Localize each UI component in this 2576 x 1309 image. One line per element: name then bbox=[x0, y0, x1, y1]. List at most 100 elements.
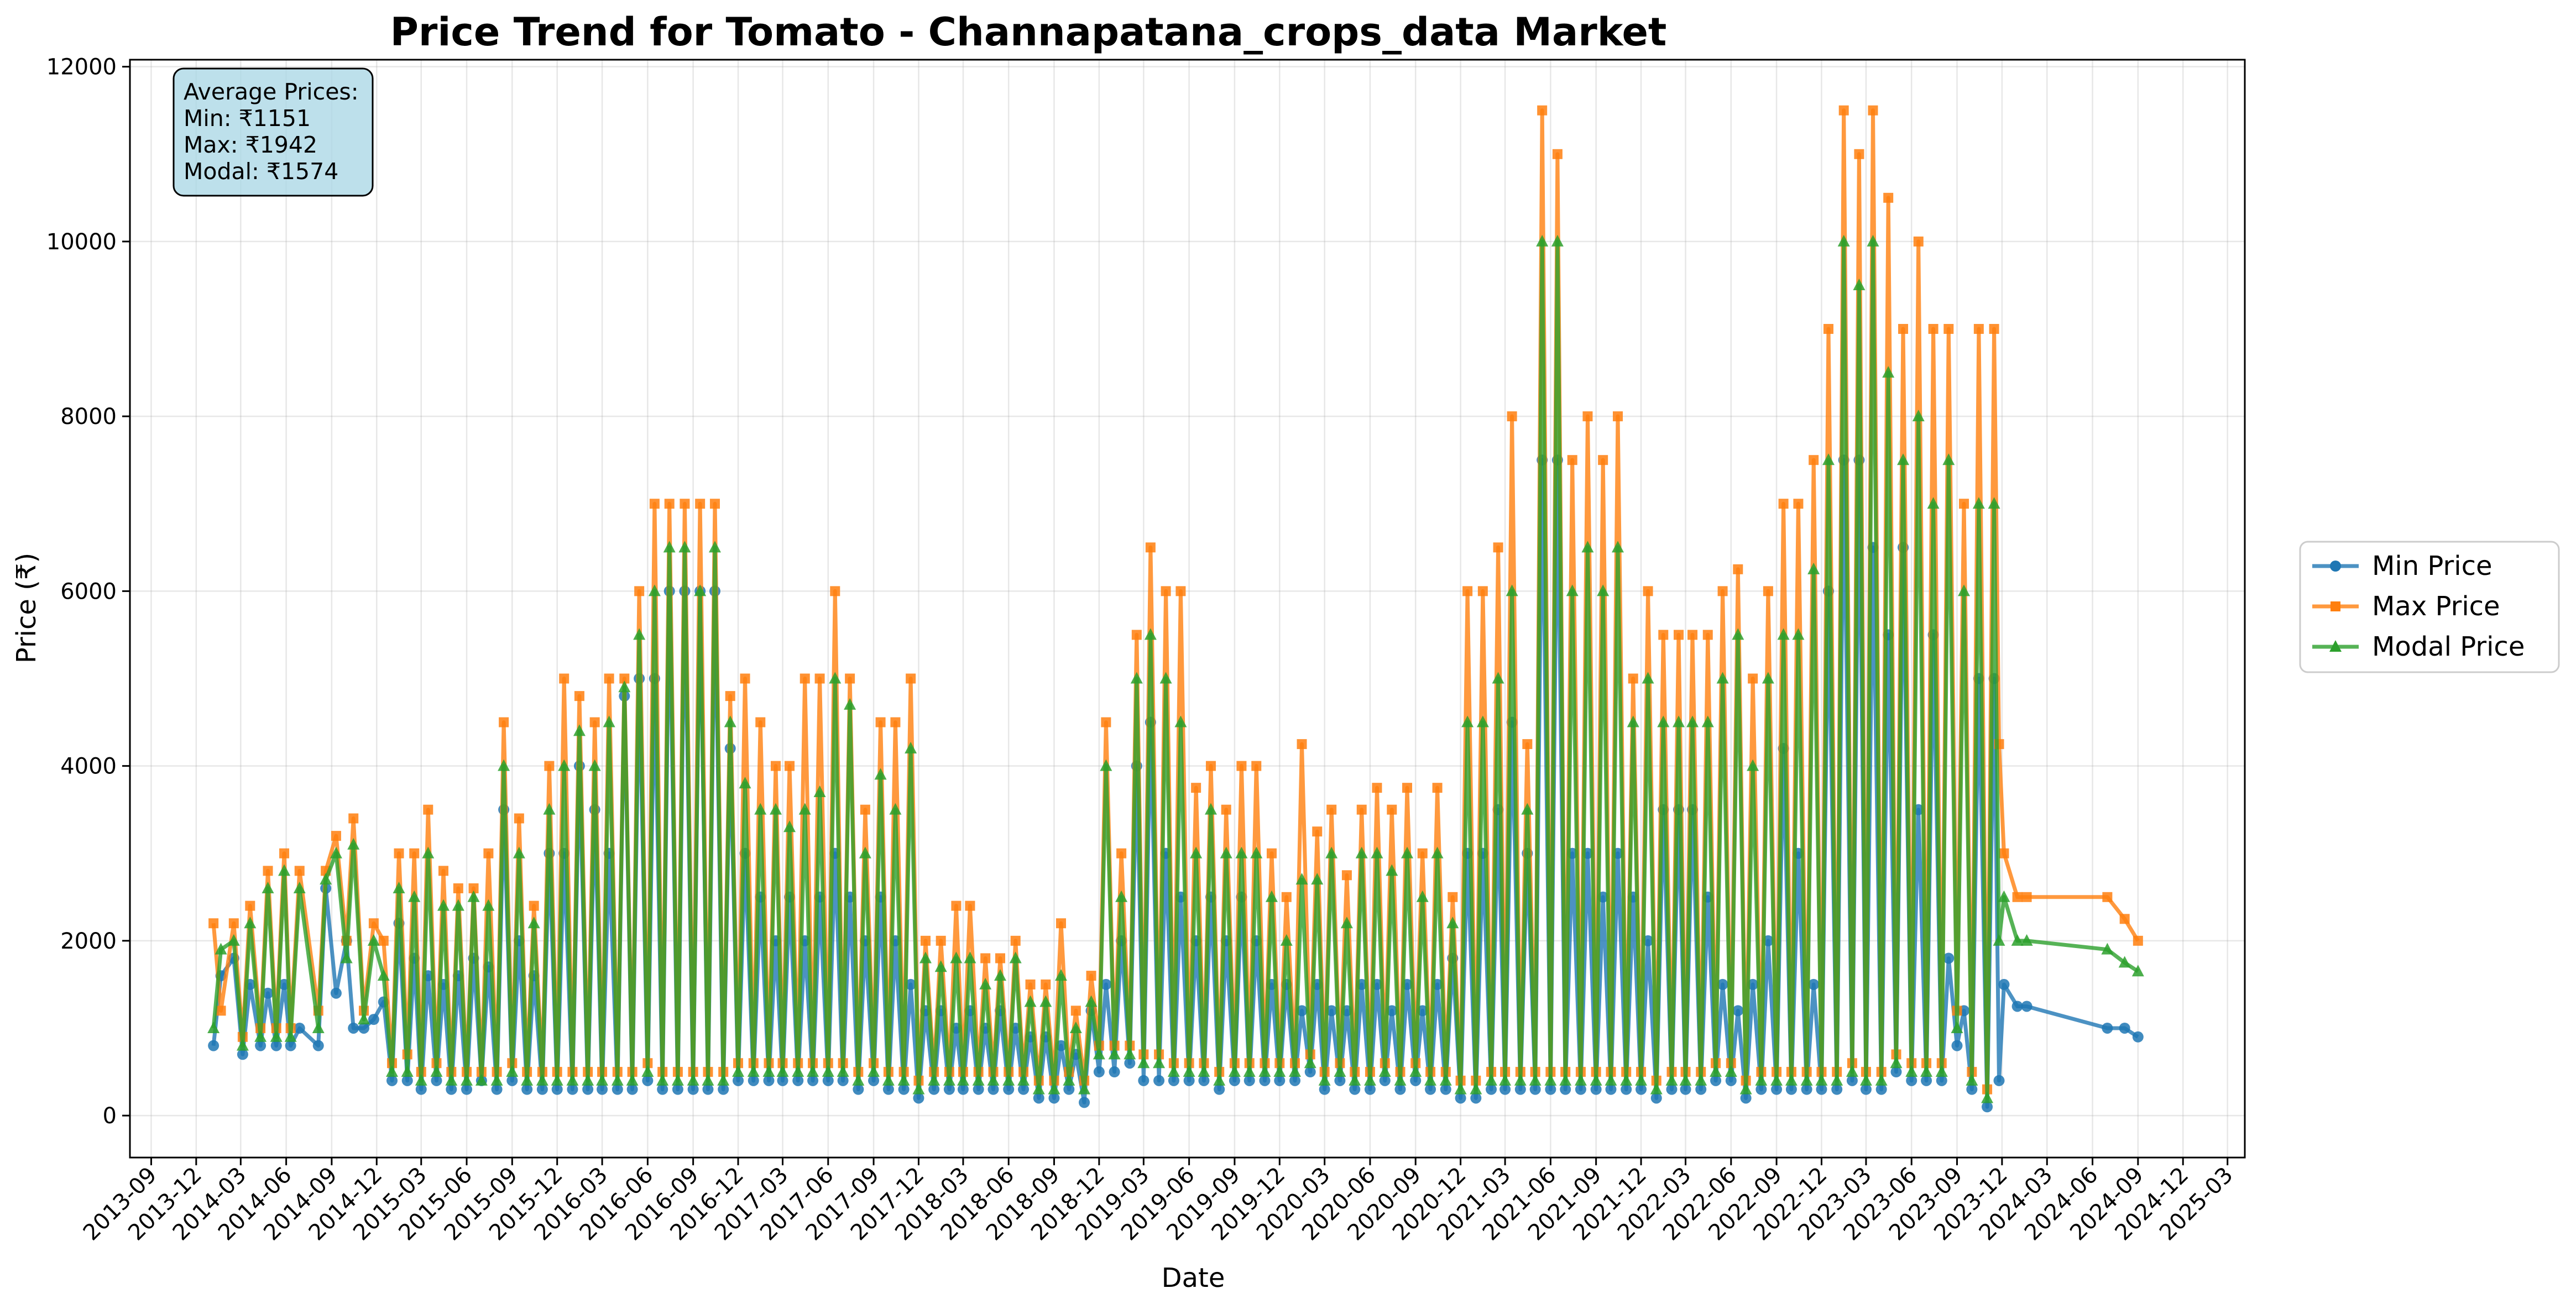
max-price-point bbox=[1883, 192, 1894, 203]
max-price-point bbox=[1567, 455, 1577, 465]
modal-price-point bbox=[1529, 1074, 1542, 1086]
max-price-point bbox=[1131, 630, 1142, 640]
min-price-point bbox=[1386, 1005, 1398, 1017]
min-price-point bbox=[748, 1075, 759, 1086]
modal-price-point bbox=[1002, 1074, 1015, 1086]
modal-price-point bbox=[934, 960, 947, 972]
modal-price-point bbox=[1679, 1074, 1692, 1086]
y-tick-label: 2000 bbox=[60, 929, 117, 954]
modal-price-point bbox=[1159, 672, 1172, 684]
modal-price-point bbox=[972, 1074, 985, 1086]
min-price-point bbox=[1079, 1097, 1090, 1108]
modal-price-point bbox=[1009, 951, 1022, 964]
max-price-point bbox=[1763, 586, 1773, 596]
modal-price-point bbox=[1250, 846, 1263, 858]
modal-price-point bbox=[1686, 715, 1699, 727]
min-price-point bbox=[1364, 1083, 1376, 1095]
modal-price-point bbox=[1958, 584, 1971, 596]
min-price-point bbox=[285, 1040, 296, 1051]
modal-price-point bbox=[1536, 234, 1549, 247]
modal-price-point bbox=[482, 899, 495, 911]
max-price-point bbox=[453, 883, 463, 893]
modal-price-point bbox=[596, 1074, 609, 1086]
max-price-point bbox=[409, 848, 420, 858]
min-price-point bbox=[431, 1075, 442, 1086]
min-price-point bbox=[1455, 1092, 1466, 1104]
modal-price-point bbox=[897, 1074, 910, 1086]
modal-price-point bbox=[1280, 934, 1293, 946]
modal-price-point bbox=[882, 1074, 895, 1086]
max-price-point bbox=[378, 935, 389, 946]
max-price-point bbox=[951, 900, 962, 911]
modal-price-point bbox=[1506, 584, 1518, 596]
min-price-point bbox=[1093, 1066, 1105, 1078]
min-price-point bbox=[1982, 1101, 1993, 1113]
max-price-point bbox=[814, 673, 825, 684]
modal-price-point bbox=[1069, 1021, 1082, 1033]
modal-price-point bbox=[1446, 917, 1459, 929]
y-tick-label: 12000 bbox=[46, 55, 117, 80]
modal-price-point bbox=[1386, 864, 1398, 876]
modal-price-point bbox=[1363, 1074, 1376, 1086]
modal-price-point bbox=[641, 1065, 654, 1077]
max-price-point bbox=[348, 813, 359, 824]
modal-price-point bbox=[1853, 278, 1866, 290]
average-prices-heading: Average Prices: bbox=[184, 78, 359, 105]
max-price-point bbox=[1161, 586, 1171, 596]
modal-price-point bbox=[1665, 1074, 1678, 1086]
max-price-point bbox=[1356, 804, 1367, 815]
modal-price-point bbox=[2011, 934, 2024, 946]
max-price-point bbox=[980, 953, 991, 964]
max-price-point bbox=[906, 673, 916, 684]
modal-price-point bbox=[1340, 917, 1353, 929]
min-price-point bbox=[837, 1075, 849, 1086]
modal-price-point bbox=[611, 1074, 624, 1086]
min-price-point bbox=[1319, 1083, 1330, 1095]
modal-price-point bbox=[1289, 1065, 1302, 1077]
max-price-point bbox=[1432, 783, 1443, 793]
modal-price-point bbox=[868, 1065, 880, 1077]
min-price-point bbox=[1033, 1092, 1044, 1104]
min-price-point bbox=[1666, 1083, 1678, 1095]
min-price-point bbox=[792, 1075, 804, 1086]
modal-price-point bbox=[618, 680, 631, 693]
max-price-point bbox=[1717, 586, 1728, 596]
chart-title: Price Trend for Tomato - Channapatana_cr… bbox=[390, 9, 1667, 55]
modal-price-point bbox=[1334, 1065, 1346, 1077]
max-price-point bbox=[1959, 499, 1969, 509]
modal-price-point bbox=[1174, 715, 1187, 727]
modal-price-point bbox=[543, 803, 556, 815]
modal-price-point bbox=[1612, 541, 1624, 553]
modal-price-point bbox=[1100, 759, 1112, 771]
modal-price-point bbox=[783, 820, 796, 832]
modal-price-point bbox=[964, 951, 976, 964]
modal-price-point bbox=[527, 917, 540, 929]
min-price-point bbox=[1801, 1083, 1812, 1095]
modal-price-point bbox=[1265, 890, 1278, 902]
modal-price-point bbox=[408, 890, 421, 902]
max-price-point bbox=[2021, 892, 2032, 902]
max-price-point bbox=[1341, 870, 1352, 881]
max-price-point bbox=[1251, 761, 1262, 771]
min-price-point bbox=[657, 1083, 668, 1095]
modal-price-point bbox=[1846, 1065, 1858, 1077]
modal-price-point bbox=[663, 541, 676, 553]
max-price-point bbox=[1687, 630, 1698, 640]
modal-price-point bbox=[1371, 846, 1383, 858]
modal-price-point bbox=[1859, 1074, 1872, 1086]
average-prices-box-background bbox=[173, 67, 374, 197]
min-price-point bbox=[1740, 1092, 1752, 1104]
max-price-point bbox=[228, 918, 239, 929]
modal-price-point bbox=[244, 917, 257, 929]
max-price-point bbox=[1101, 717, 1111, 727]
plot-frame bbox=[129, 59, 2246, 1159]
modal-price-point bbox=[1912, 410, 1925, 422]
modal-price-point bbox=[1198, 1065, 1210, 1077]
modal-price-point bbox=[813, 786, 826, 798]
min-price-point bbox=[1109, 1066, 1120, 1078]
min-price-point bbox=[1998, 978, 2010, 990]
max-price-point bbox=[1070, 1006, 1081, 1016]
min-price-point bbox=[973, 1083, 984, 1095]
max-price-point bbox=[529, 900, 539, 911]
max-price-point bbox=[1658, 630, 1669, 640]
